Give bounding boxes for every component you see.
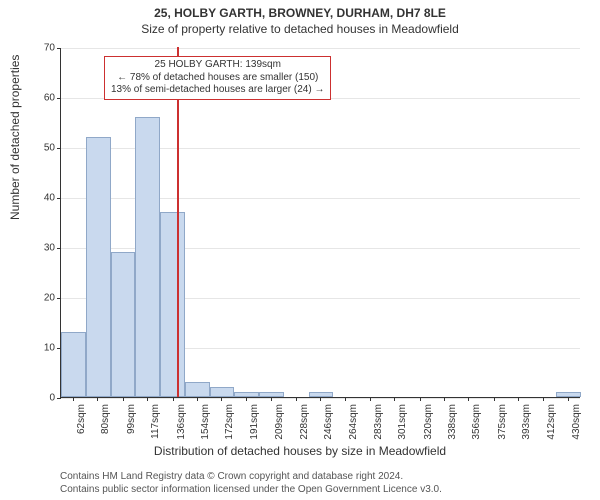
ytick-label: 60 [27, 93, 55, 104]
xtick-mark [370, 397, 371, 401]
ytick-label: 70 [27, 43, 55, 54]
ytick-label: 50 [27, 143, 55, 154]
ytick-mark [57, 248, 61, 249]
ytick-mark [57, 98, 61, 99]
xtick-mark [296, 397, 297, 401]
histogram-bar [556, 392, 581, 397]
xtick-mark [123, 397, 124, 401]
xtick-mark [394, 397, 395, 401]
y-axis-label: Number of detached properties [8, 55, 22, 220]
chart-area: 01020304050607062sqm80sqm99sqm117sqm136s… [60, 48, 580, 398]
ytick-mark [57, 198, 61, 199]
annotation-line2: ← 78% of detached houses are smaller (15… [111, 72, 324, 85]
xtick-mark [97, 397, 98, 401]
xtick-mark [221, 397, 222, 401]
xtick-mark [246, 397, 247, 401]
x-axis-label: Distribution of detached houses by size … [0, 444, 600, 458]
annotation-line1: 25 HOLBY GARTH: 139sqm [111, 59, 324, 72]
xtick-mark [518, 397, 519, 401]
ytick-label: 20 [27, 293, 55, 304]
histogram-bar [86, 137, 111, 397]
ytick-label: 10 [27, 343, 55, 354]
xtick-mark [420, 397, 421, 401]
xtick-mark [543, 397, 544, 401]
histogram-bar [160, 212, 185, 397]
ytick-mark [57, 298, 61, 299]
histogram-bar [185, 382, 210, 397]
histogram-bar [61, 332, 86, 397]
footer-line1: Contains HM Land Registry data © Crown c… [60, 471, 442, 484]
plot-region: 01020304050607062sqm80sqm99sqm117sqm136s… [60, 48, 580, 398]
xtick-mark [320, 397, 321, 401]
xtick-mark [197, 397, 198, 401]
ytick-label: 30 [27, 243, 55, 254]
xtick-mark [444, 397, 445, 401]
xtick-mark [173, 397, 174, 401]
xtick-mark [73, 397, 74, 401]
ytick-mark [57, 148, 61, 149]
xtick-mark [468, 397, 469, 401]
xtick-mark [271, 397, 272, 401]
gridline [61, 48, 580, 49]
footer-text: Contains HM Land Registry data © Crown c… [60, 471, 442, 496]
chart-title-line1: 25, HOLBY GARTH, BROWNEY, DURHAM, DH7 8L… [0, 0, 600, 22]
xtick-mark [147, 397, 148, 401]
annotation-line3: 13% of semi-detached houses are larger (… [111, 84, 324, 97]
xtick-mark [494, 397, 495, 401]
histogram-bar [135, 117, 160, 397]
xtick-mark [345, 397, 346, 401]
chart-title-line2: Size of property relative to detached ho… [0, 22, 600, 40]
ytick-label: 0 [27, 393, 55, 404]
marker-annotation: 25 HOLBY GARTH: 139sqm ← 78% of detached… [104, 56, 331, 100]
chart-container: 25, HOLBY GARTH, BROWNEY, DURHAM, DH7 8L… [0, 0, 600, 500]
histogram-bar [111, 252, 136, 397]
marker-line [177, 47, 179, 397]
histogram-bar [210, 387, 235, 397]
xtick-mark [568, 397, 569, 401]
ytick-label: 40 [27, 193, 55, 204]
ytick-mark [57, 48, 61, 49]
ytick-mark [57, 398, 61, 399]
footer-line2: Contains public sector information licen… [60, 484, 442, 497]
